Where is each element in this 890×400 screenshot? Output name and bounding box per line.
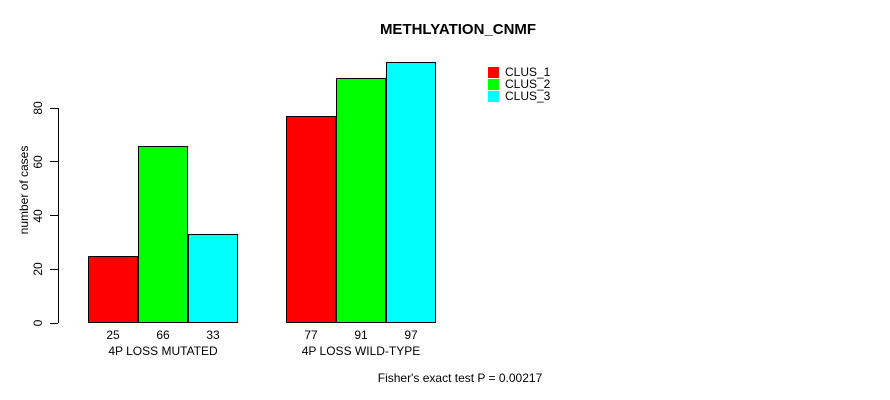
legend-label: CLUS_3 bbox=[505, 89, 551, 103]
legend-swatch-clus_2 bbox=[488, 78, 499, 90]
bar-value-label: 91 bbox=[354, 328, 368, 342]
y-tick-mark bbox=[50, 268, 58, 270]
y-tick-label: 40 bbox=[31, 208, 45, 223]
y-tick-mark bbox=[50, 107, 58, 109]
bar-value-label: 77 bbox=[304, 328, 318, 342]
legend-label: CLUS_2 bbox=[505, 77, 551, 91]
bar-clus_1-group2 bbox=[286, 116, 336, 323]
bar-clus_3-group1 bbox=[188, 234, 238, 323]
legend-swatch-clus_3 bbox=[488, 90, 499, 102]
legend-label: CLUS_1 bbox=[505, 65, 551, 79]
y-tick-label: 20 bbox=[31, 262, 45, 276]
legend-item-clus_1: CLUS_1 bbox=[488, 65, 551, 79]
bar-clus_2-group1 bbox=[138, 145, 188, 323]
y-tick-label: 0 bbox=[31, 319, 45, 327]
fisher-test-annotation: Fisher's exact test P = 0.00217 bbox=[377, 371, 543, 385]
chart-title: METHLYATION_CNMF bbox=[379, 21, 537, 38]
bar-value-label: 25 bbox=[106, 328, 120, 342]
legend: CLUS_1 CLUS_2 CLUS_3 bbox=[488, 65, 551, 103]
y-axis-label: number of cases bbox=[17, 145, 31, 235]
legend-item-clus_2: CLUS_2 bbox=[488, 77, 551, 91]
bar-clus_1-group1 bbox=[88, 255, 138, 323]
y-tick-label: 80 bbox=[31, 101, 45, 115]
bar-clus_2-group2 bbox=[336, 78, 386, 323]
bar-value-label: 97 bbox=[404, 328, 418, 342]
y-tick-label: 60 bbox=[31, 155, 45, 169]
category-label: 4P LOSS WILD-TYPE bbox=[301, 344, 421, 358]
y-tick-mark bbox=[50, 215, 58, 216]
legend-swatch-clus_1 bbox=[488, 66, 499, 78]
y-tick-mark bbox=[50, 322, 58, 324]
bar-value-label: 33 bbox=[206, 328, 220, 342]
y-axis-line bbox=[58, 108, 59, 323]
y-tick-mark bbox=[50, 161, 58, 163]
legend-item-clus_3: CLUS_3 bbox=[488, 89, 551, 103]
bar-value-label: 66 bbox=[156, 328, 170, 342]
bar-clus_3-group2 bbox=[386, 62, 436, 323]
category-label: 4P LOSS MUTATED bbox=[108, 344, 218, 358]
